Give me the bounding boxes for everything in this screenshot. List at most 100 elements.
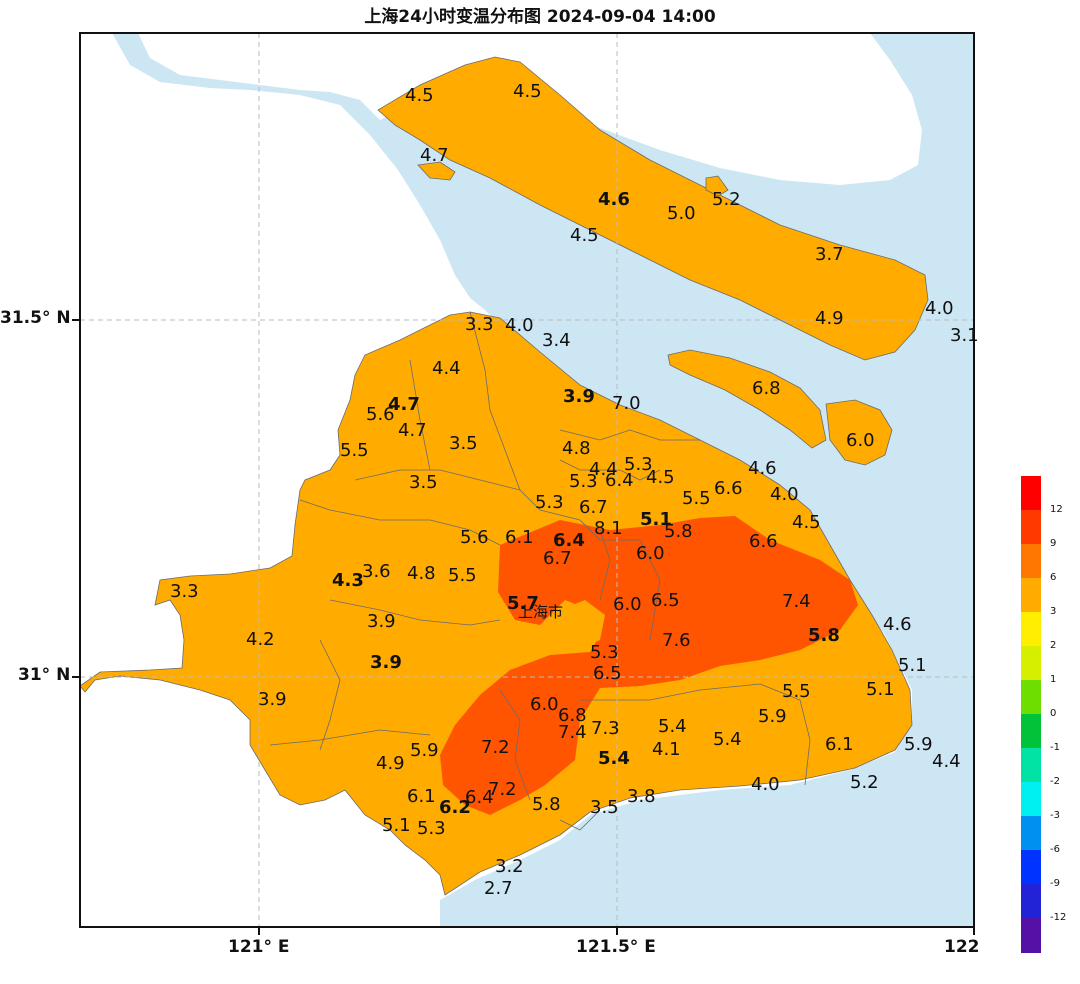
colorbar-tick-label: -6 (1050, 844, 1060, 855)
station-value: 4.5 (792, 512, 821, 533)
station-value: 4.6 (883, 614, 912, 635)
colorbar-segment (1021, 612, 1041, 647)
station-value: 6.0 (846, 430, 875, 451)
station-value: 4.1 (652, 739, 681, 760)
x-tick-label: 122 (944, 937, 980, 957)
station-value: 6.5 (593, 663, 622, 684)
colorbar (1021, 476, 1041, 953)
city-marker: 上海市 (518, 603, 563, 621)
colorbar-segment (1021, 680, 1041, 715)
station-value: 5.4 (713, 729, 742, 750)
station-value: 3.9 (258, 689, 287, 710)
colorbar-segment (1021, 510, 1041, 545)
chongming-island (377, 56, 929, 361)
colorbar-segment (1021, 646, 1041, 681)
station-value: 3.3 (465, 314, 494, 335)
station-value: 3.6 (362, 561, 391, 582)
station-value: 3.9 (367, 611, 396, 632)
city-label: 上海市 (518, 603, 563, 621)
station-value: 4.5 (646, 467, 675, 488)
station-value: 5.3 (624, 454, 653, 475)
station-value: 5.8 (664, 521, 693, 542)
station-value: 4.5 (570, 225, 599, 246)
small-island (417, 161, 456, 181)
station-value: 4.4 (589, 459, 618, 480)
station-value: 3.7 (815, 244, 844, 265)
colorbar-segment (1021, 714, 1041, 749)
station-value: 4.4 (932, 751, 961, 772)
station-value: 5.9 (904, 734, 933, 755)
station-value: 5.2 (712, 189, 741, 210)
station-value: 4.7 (388, 394, 420, 415)
station-value: 8.1 (594, 518, 623, 539)
colorbar-segment (1021, 578, 1041, 613)
station-value: 4.0 (770, 484, 799, 505)
colorbar-tick-label: 0 (1050, 708, 1057, 719)
station-value: 5.4 (658, 716, 687, 737)
station-value: 6.8 (558, 705, 587, 726)
station-value: 4.2 (246, 629, 275, 650)
station-value: 5.1 (866, 679, 895, 700)
station-value: 6.2 (439, 797, 471, 818)
colorbar-tick-label: 3 (1050, 606, 1057, 617)
station-value: 5.3 (417, 818, 446, 839)
station-value: 6.1 (407, 786, 436, 807)
map-title: 上海24小时变温分布图 2024-09-04 14:00 (364, 7, 716, 27)
station-value: 5.3 (569, 471, 598, 492)
x-tick-label: 121.5° E (576, 937, 656, 957)
station-value: 6.4 (605, 470, 634, 491)
x-tick-label: 121° E (228, 937, 290, 957)
station-value: 5.5 (782, 681, 811, 702)
colorbar-segment (1021, 850, 1041, 885)
changxing-island (667, 349, 827, 449)
station-value: 5.2 (850, 772, 879, 793)
graticule (80, 33, 974, 927)
station-value: 5.7 (507, 593, 539, 614)
ticks (72, 319, 975, 935)
station-value: 5.1 (898, 655, 927, 676)
station-value: 7.6 (662, 630, 691, 651)
station-value: 4.4 (432, 358, 461, 379)
station-value: 4.0 (505, 315, 534, 336)
station-value: 3.8 (627, 786, 656, 807)
station-value: 3.5 (449, 433, 478, 454)
station-value: 4.6 (748, 458, 777, 479)
station-value: 5.6 (366, 404, 395, 425)
station-value: 2.7 (484, 878, 513, 899)
station-value: 6.1 (505, 527, 534, 548)
colorbar-tick-label: -3 (1050, 810, 1060, 821)
station-value: 7.3 (591, 718, 620, 739)
station-value: 5.5 (448, 565, 477, 586)
station-value: 3.5 (409, 472, 438, 493)
station-value: 5.5 (682, 488, 711, 509)
station-value: 6.4 (465, 787, 494, 808)
station-value: 5.4 (598, 748, 630, 769)
station-value: 6.0 (636, 543, 665, 564)
station-value: 3.3 (170, 581, 199, 602)
station-value: 3.4 (542, 330, 571, 351)
station-value: 5.3 (535, 492, 564, 513)
colorbar-tick-label: 12 (1050, 504, 1063, 515)
station-value: 5.6 (460, 527, 489, 548)
station-value: 5.3 (590, 642, 619, 663)
colorbar-segment (1021, 748, 1041, 783)
station-value: 6.0 (613, 594, 642, 615)
north-shore-land (138, 33, 922, 185)
colorbar-segment (1021, 544, 1041, 579)
station-value: 3.2 (495, 856, 524, 877)
colorbar-segment (1021, 782, 1041, 817)
station-value: 4.3 (332, 570, 364, 591)
colorbar-segment (1021, 918, 1041, 953)
station-value: 5.8 (532, 794, 561, 815)
station-values: 4.5 4.5 4.7 4.6 5.0 5.2 4.5 3.7 4.9 4.0 3.1 3.3 4.0 3… (170, 81, 979, 899)
station-value: 4.9 (376, 753, 405, 774)
district-boundaries (269, 311, 811, 831)
station-value: 7.4 (558, 722, 587, 743)
station-value: 5.0 (667, 203, 696, 224)
colorbar-segment (1021, 884, 1041, 919)
station-value: 7.0 (612, 393, 641, 414)
station-value: 5.1 (640, 509, 672, 530)
station-value: 4.8 (562, 438, 591, 459)
station-value: 6.8 (752, 378, 781, 399)
hengsha-island (825, 399, 893, 466)
